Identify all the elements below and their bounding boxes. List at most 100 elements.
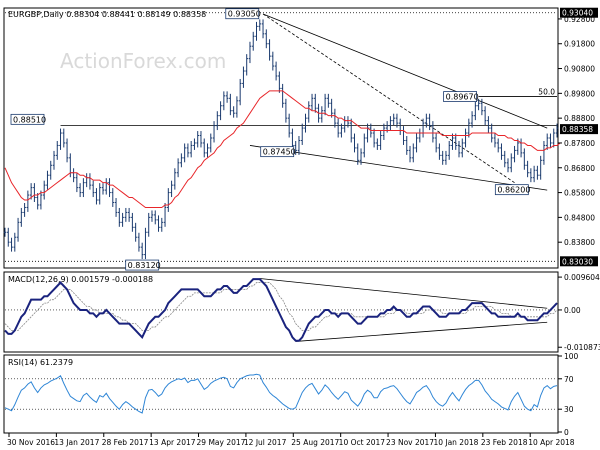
price-bar [16,217,20,242]
annotation-box [125,259,160,271]
price-bar [196,131,200,148]
price-hline-label: 0.93040 [560,7,598,18]
x-tick-label: 13 Jan 2017 [54,438,99,447]
price-bar [349,118,353,143]
price-bar [415,133,418,153]
price-bar [313,93,317,113]
x-tick-label: 25 Aug 2017 [291,438,339,447]
price-bar [392,113,395,126]
price-annotation: 0.83120 [125,259,161,271]
price-bar [320,106,324,123]
price-y-tick-label: 0.86800 [564,164,595,173]
price-hline-label: 0.83030 [560,256,598,267]
price-bar [431,121,435,143]
price-bar [91,180,95,198]
price-bar [75,173,79,193]
price-bar [46,170,49,190]
x-axis: 30 Nov 2016 13 Jan 2017 28 Feb 2017 13 Apr … [7,433,575,447]
price-bar [229,93,232,116]
price-bar [39,190,43,210]
price-hline-label-box [560,256,598,267]
price-bar [526,160,529,178]
macd-trendline [259,278,548,309]
price-bar [487,116,490,133]
price-bar [216,111,219,131]
rsi-line [4,373,558,414]
price-bar [513,145,516,163]
price-bar [529,168,533,183]
price-bar [555,123,559,138]
price-bar [425,113,428,128]
price-bar [147,212,151,237]
moving-average-line [4,90,561,208]
price-bar [55,140,59,160]
annotation-label: 0.86200 [497,186,530,195]
price-bar [480,98,484,116]
price-bar [372,128,376,148]
price-bar [33,183,36,203]
last-price-box [560,124,598,135]
price-bar [362,133,366,158]
annotation-box [225,8,260,20]
price-bar [183,143,186,163]
price-y-tick-label: 0.89800 [564,89,595,98]
price-bar [242,66,245,88]
price-bar [382,123,386,140]
price-bar [539,155,542,180]
price-bar [330,98,333,118]
price-bar [202,138,206,158]
price-bar [336,118,340,138]
price-bar [496,138,500,153]
price-annotation: 0.93050 [225,8,261,20]
annotation-label: 0.87450 [263,148,296,157]
macd-line [4,278,558,342]
price-bar [235,96,239,118]
price-bar [523,148,526,170]
price-bar [173,168,177,190]
price-bar [274,61,278,81]
annotation-box [260,146,295,158]
x-tick-label: 30 Nov 2016 [7,438,55,447]
price-bar [206,143,209,158]
price-bar [506,158,510,173]
price-bar [23,202,26,217]
price-bar [131,212,134,232]
last-price-label: 0.88358 [562,125,593,134]
price-bar [232,106,235,118]
macd-panel: MACD(12,26,9) 0.001579 -0.000188 [3,271,559,353]
price-bar [536,165,539,180]
price-bar [552,128,556,148]
price-bar [451,133,454,150]
price-bar [353,133,356,153]
annotation-label: 0.88510 [13,115,46,124]
price-bar [167,188,170,212]
price-bar [294,140,297,155]
price-y-tick-label: 0.91800 [564,40,595,49]
rsi-panel: RSI(14) 61.2379 [3,354,559,434]
price-bar [245,54,249,76]
price-bar [493,133,497,148]
price-bar [65,138,69,163]
annotation-box [10,113,45,125]
macd-y-tick-label: 0.009604 [564,273,600,282]
macd-signal-line [4,282,558,331]
x-tick-label: 28 Feb 2017 [102,438,149,447]
price-bar [307,101,311,123]
price-bar [225,91,229,103]
x-tick-label: 10 Jan 2018 [433,438,478,447]
price-bar [111,188,115,207]
price-bar [238,78,242,106]
price-annotation: 0.88510 [10,113,46,125]
price-bar [137,232,141,252]
price-bar [176,158,180,178]
price-bar [411,143,415,163]
price-y-tick-label: 0.83800 [564,238,595,247]
x-tick-label: 29 May 2017 [197,438,246,447]
price-bar [248,41,252,64]
price-y-tick-label: 0.84800 [564,213,595,222]
price-bar [251,31,255,51]
price-bar [108,178,111,198]
price-bar [121,212,124,227]
price-bar [477,98,480,111]
price-bar [255,21,258,41]
